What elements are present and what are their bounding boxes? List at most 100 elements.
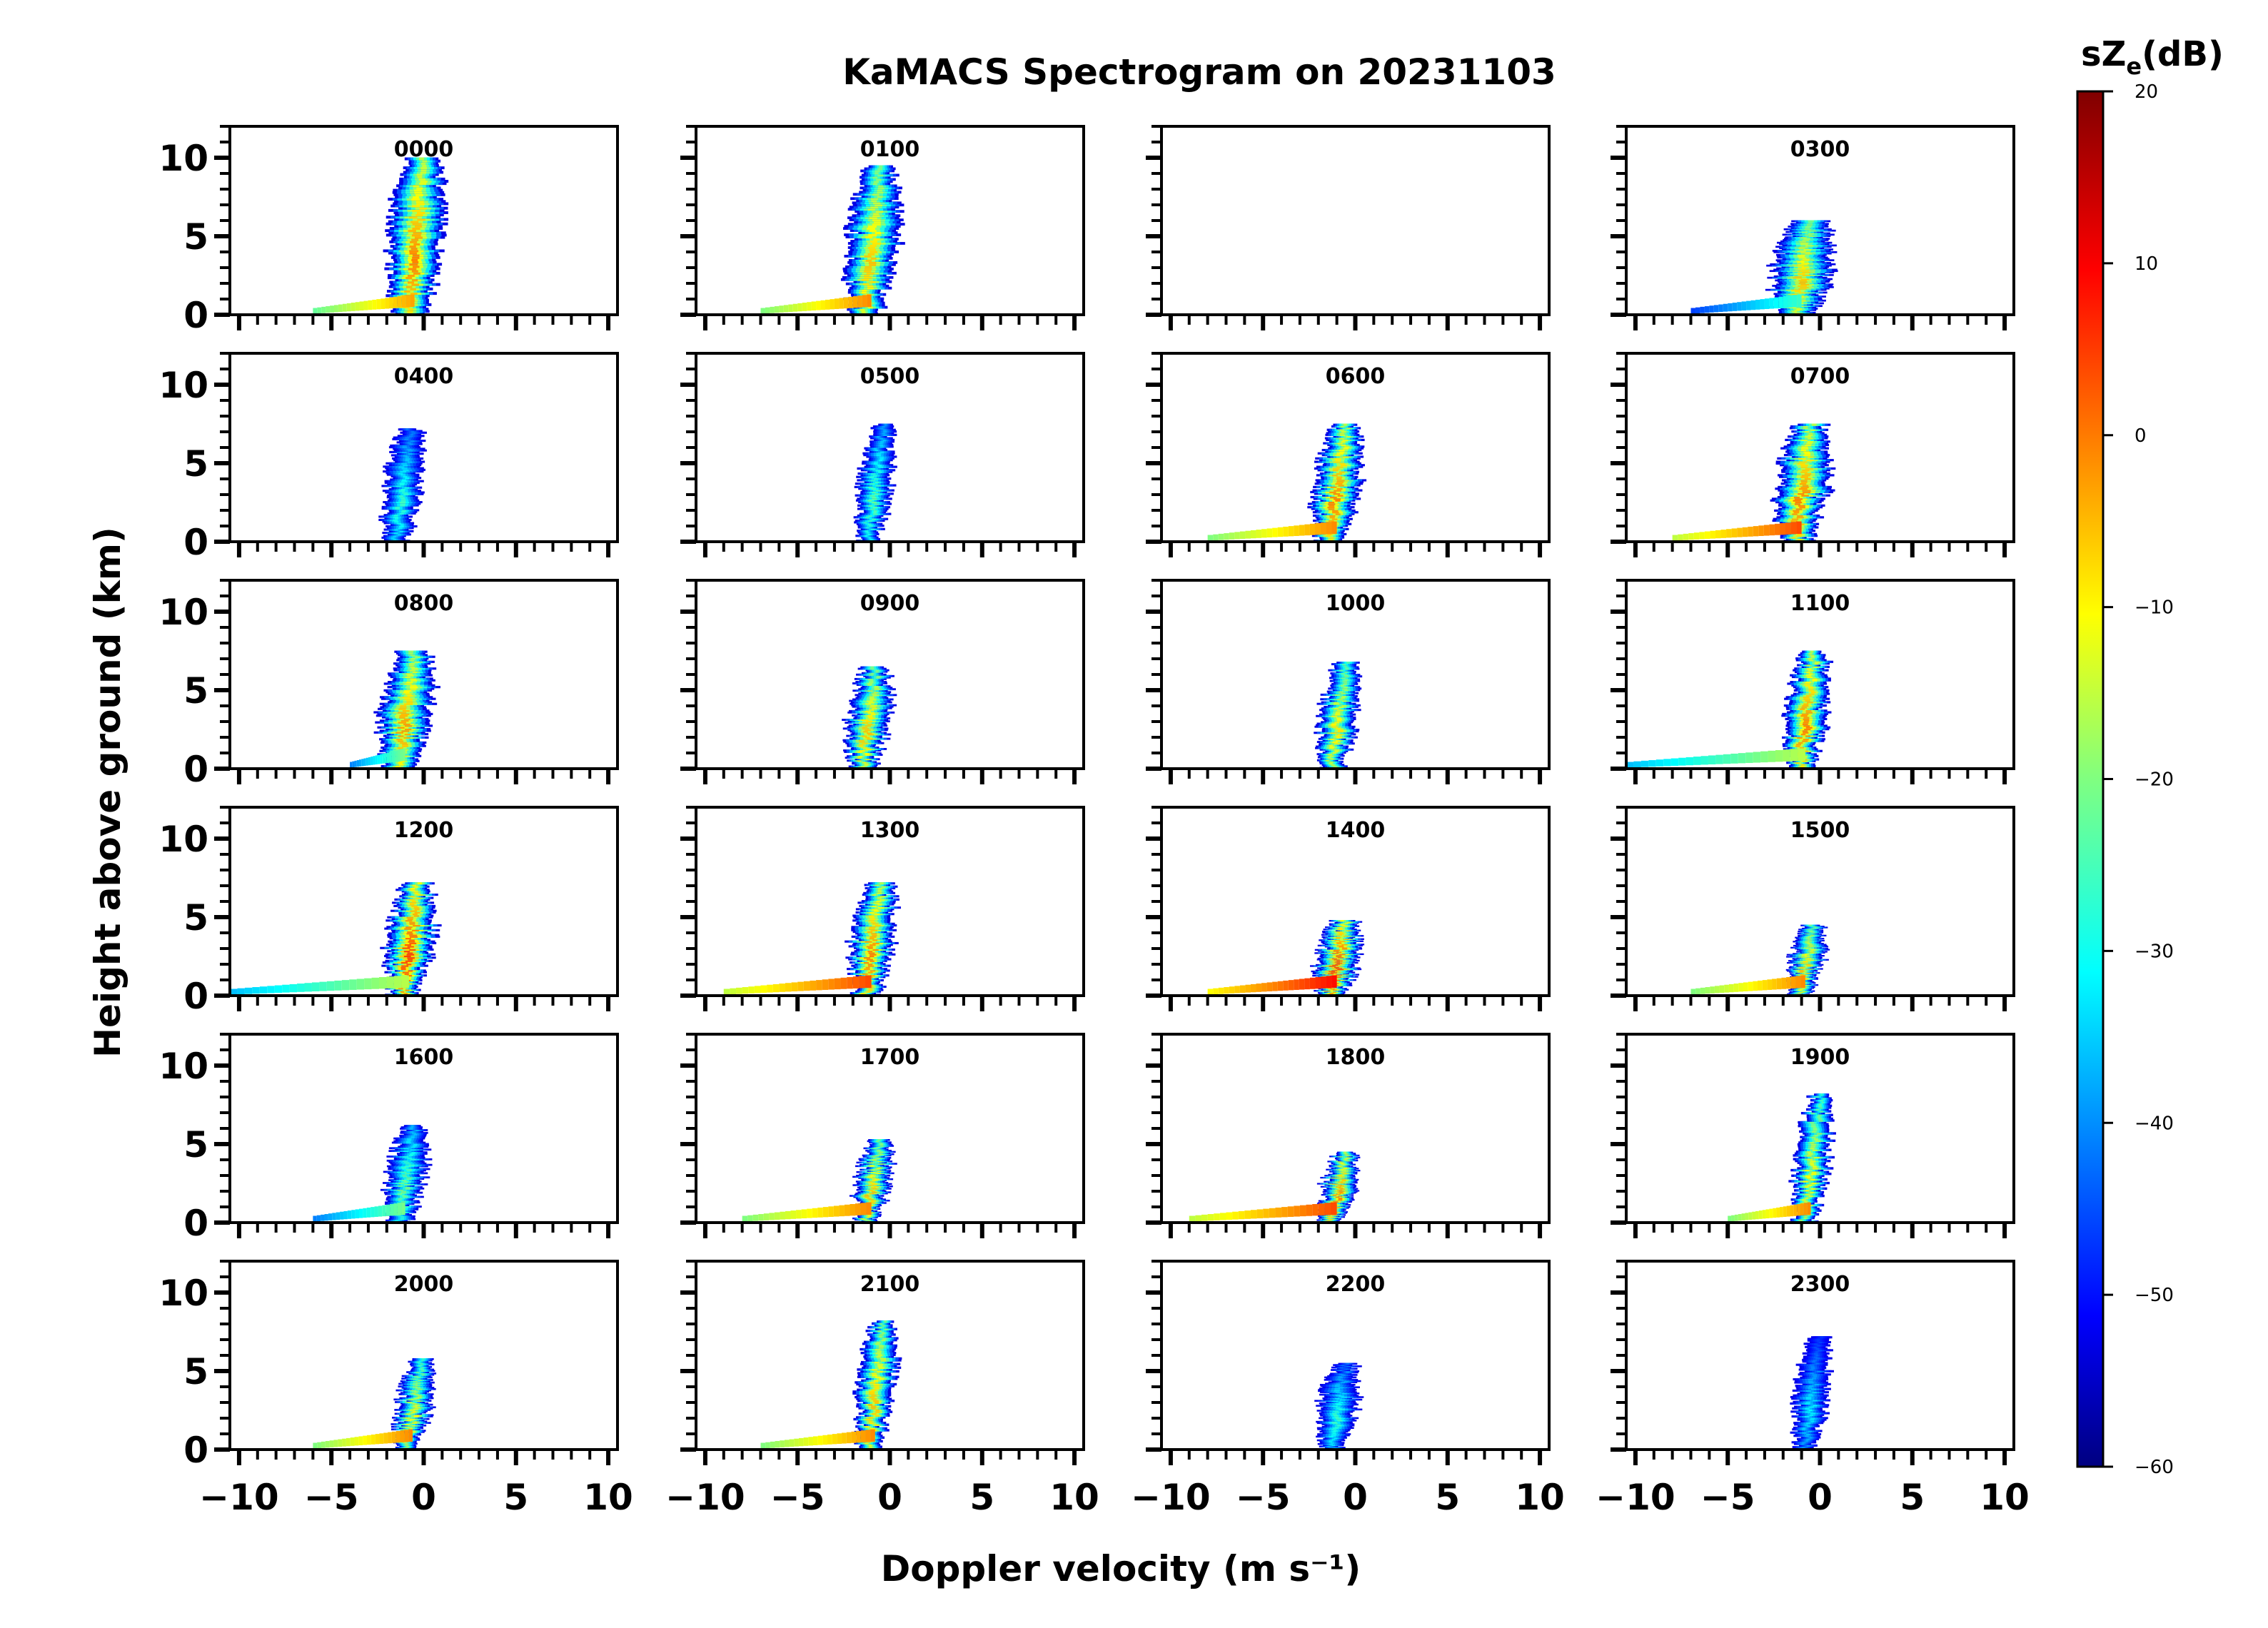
spectrum-bin: [859, 740, 865, 743]
ground-clutter-tail: [363, 300, 368, 310]
spectrum-bin: [1334, 497, 1341, 500]
ground-clutter-tail: [397, 296, 402, 308]
spectrum-bin: [1805, 244, 1814, 247]
spectrum-bin: [1801, 712, 1809, 715]
spectrum-bin: [880, 457, 884, 460]
spectrum-bin: [411, 233, 421, 237]
ground-clutter-tail: [1737, 302, 1742, 311]
spectrum-bin: [875, 489, 881, 492]
spectrum-bin: [1346, 435, 1351, 438]
spectrum-bin: [1332, 469, 1339, 472]
spectrum-bin: [1328, 502, 1336, 505]
spectrum-bin: [1336, 716, 1342, 719]
spectrum-bin: [1341, 672, 1345, 674]
spectrum-bin: [1791, 536, 1795, 539]
ground-clutter-tail: [830, 299, 835, 310]
spectrum-bin: [872, 501, 877, 504]
spectrum-bin: [403, 492, 409, 495]
spectrum-bin: [1336, 718, 1342, 721]
ground-clutter-tail: [373, 756, 376, 765]
spectrum-bin: [1795, 290, 1801, 293]
spectrum-bin: [867, 522, 872, 525]
spectrum-bin: [1798, 504, 1805, 507]
spectrum-bin: [1344, 670, 1348, 673]
spectrum-bin: [1802, 739, 1808, 742]
spectrum-bin: [866, 748, 872, 750]
spectrum-bin: [1796, 743, 1801, 746]
spectrum-bin: [402, 709, 410, 712]
ground-clutter-tail: [380, 754, 383, 764]
chart-title: KaMACS Spectrogram on 20231103: [842, 51, 1556, 93]
spectrum-bin: [398, 734, 404, 737]
spectrum-bin: [410, 684, 417, 687]
spectrum-bin: [865, 754, 870, 757]
ground-clutter-tail: [317, 307, 322, 314]
spectrum-bin: [1334, 457, 1341, 460]
spectrum-bin: [1346, 427, 1351, 430]
spectrum-bin: [863, 746, 867, 749]
spectrum-bin: [405, 436, 410, 439]
ground-clutter-tail: [377, 754, 380, 764]
ground-clutter-tail: [1207, 535, 1214, 541]
spectrum-bin: [1334, 460, 1341, 463]
spectrum-bin: [878, 470, 882, 473]
spectrum-bin: [865, 729, 871, 732]
ground-clutter-tail: [1683, 533, 1689, 540]
ground-clutter-tail: [834, 298, 840, 309]
ground-clutter-tail: [385, 298, 390, 309]
spectrum-bin: [870, 537, 873, 541]
spectrum-bin: [1342, 687, 1348, 690]
panel-label: 0600: [1326, 364, 1386, 389]
ground-clutter-tail: [1737, 527, 1743, 537]
spectrum-bin: [867, 208, 875, 211]
spectrum-bin: [400, 712, 410, 715]
spectrum-bin: [1800, 707, 1805, 710]
spectrum-bin: [1334, 742, 1340, 745]
spectrum-bin: [1330, 485, 1337, 488]
spectrum-bin: [1798, 279, 1807, 282]
spectrum-bin: [878, 184, 884, 188]
spectrum-bin: [870, 698, 877, 701]
panel-label: 0800: [394, 591, 454, 616]
spectrum-bin: [399, 714, 408, 717]
spectrum-bin: [878, 465, 884, 468]
ground-clutter-tail: [1790, 522, 1797, 535]
spectrum-bin: [393, 538, 397, 541]
spectrum-bin: [1791, 517, 1799, 520]
spectrum-bin: [417, 218, 425, 221]
spectrum-bin: [1344, 445, 1350, 448]
spectrum-bin: [1800, 470, 1808, 473]
spectrum-bin: [868, 225, 877, 228]
ground-clutter-tail: [788, 304, 793, 313]
spectrum-bin: [1329, 760, 1334, 763]
ground-clutter-tail: [1245, 530, 1251, 539]
ground-clutter-tail: [352, 761, 355, 768]
spectrum-bin: [1798, 263, 1808, 266]
spectrum-bin: [1800, 236, 1807, 238]
spectrum-bin: [860, 308, 865, 311]
spectrum-bin: [1802, 490, 1811, 494]
spectrum-bin: [411, 198, 420, 201]
spectrum-bin: [420, 180, 428, 183]
ground-clutter-tail: [375, 755, 378, 765]
ground-clutter-tail: [401, 295, 406, 308]
spectrum-bin: [410, 440, 415, 443]
spectrum-bin: [1335, 459, 1341, 462]
spectrum-bin: [1801, 474, 1810, 477]
ground-clutter-tail: [372, 299, 377, 310]
spectrum-bin: [874, 502, 879, 505]
spectrum-bin: [1333, 467, 1340, 470]
panel-data-0100: [760, 165, 905, 315]
spectrum-bin: [416, 211, 425, 214]
spectrum-bin: [1797, 462, 1805, 465]
spectrum-bin: [1797, 736, 1803, 739]
spectrum-bin: [402, 446, 408, 449]
spectrum-bin: [863, 730, 868, 733]
spectrum-bin: [1798, 247, 1805, 249]
spectrum-bin: [405, 455, 410, 458]
spectrum-bin: [400, 487, 405, 490]
spectrum-bin: [413, 184, 420, 188]
spectrum-bin: [876, 178, 882, 181]
spectrum-bin: [1803, 716, 1810, 719]
ground-clutter-tail: [1277, 527, 1284, 537]
